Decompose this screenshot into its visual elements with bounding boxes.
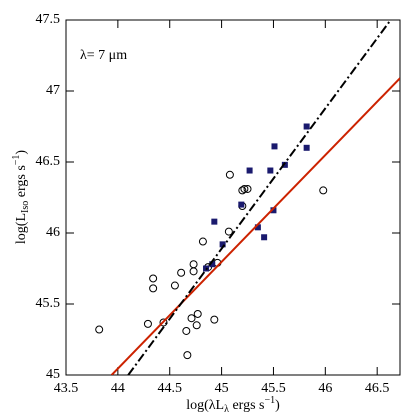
x-label-part: ergs s [229,398,265,413]
open-point [210,315,219,324]
open-point [95,325,104,334]
open-point [224,227,233,236]
x-tick-label: 44.5 [157,381,182,396]
open-point [193,309,202,318]
square-point [209,261,216,268]
square-point [303,123,310,130]
open-point [319,186,328,195]
x-tick-label: 45 [215,381,229,396]
open-point [149,274,158,283]
y-tick-label: 45.5 [36,296,61,311]
x-label-sup: −1 [264,395,275,406]
square-point [261,234,268,241]
plot-area [95,20,400,375]
x-tick-label: 46 [318,381,332,396]
square-point [246,167,253,174]
open-point [159,318,168,327]
y-tick-label: 47.5 [36,12,61,27]
open-point [192,321,201,330]
open-point [170,281,179,290]
x-label-part: log(λL [186,398,224,413]
open-point [177,268,186,277]
y-label-part: ergs s [14,165,29,201]
open-point [182,326,191,335]
fit-line [127,20,392,375]
open-point [183,351,192,360]
square-point [271,143,278,150]
square-point [281,161,288,168]
x-tick-label: 45.5 [261,381,286,396]
x-label-part: ) [275,398,280,413]
x-tick-label: 43.5 [54,381,79,396]
square-point [254,224,261,231]
plot-frame [65,19,401,376]
square-point [211,218,218,225]
x-tick-label: 46.5 [365,381,390,396]
open-point [149,284,158,293]
y-label-part: log(L [14,213,29,244]
open-point [187,314,196,323]
y-tick-label: 45 [46,367,60,382]
x-axis-label: log(λLλ ergs s−1) [186,395,280,415]
x-label-sub: λ [224,404,229,415]
square-point [267,167,274,174]
y-label-part: ) [14,150,29,155]
x-tick-label: 44 [111,381,125,396]
y-tick-label: 47 [46,83,60,98]
open-point [198,237,207,246]
open-point [189,267,198,276]
square-point [219,241,226,248]
open-point [240,184,249,193]
fit-line [110,77,400,375]
y-tick-label: 46 [46,225,60,240]
open-point [225,170,234,179]
open-point [243,184,252,193]
y-tick-label: 46.5 [36,154,61,169]
square-point [238,201,245,208]
annotation: λ= 7 μm [80,48,127,63]
y-label-sup: −1 [11,155,22,166]
square-point [270,207,277,214]
open-point [189,260,198,269]
open-point [238,186,247,195]
y-axis-label: log(LIso ergs s−1) [11,150,31,245]
open-point [143,319,152,328]
square-point [303,144,310,151]
y-label-sub: Iso [20,201,31,213]
